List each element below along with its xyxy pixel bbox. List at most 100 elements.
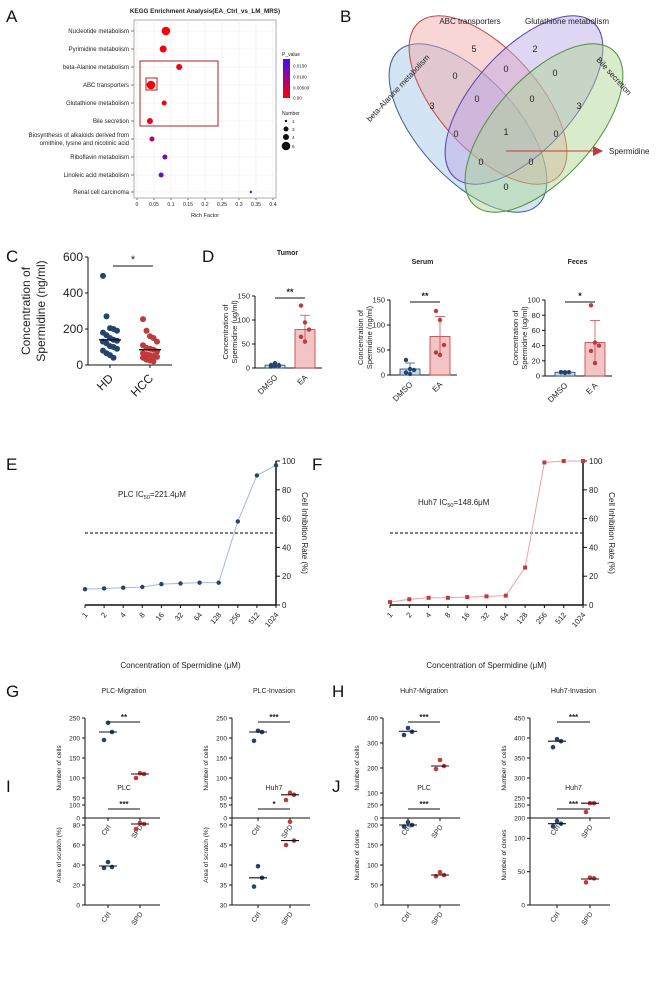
data-point bbox=[407, 371, 413, 377]
y-tick-label: 50 bbox=[73, 795, 81, 802]
y-tick-label: 100 bbox=[367, 790, 378, 797]
y-tick-label: 60 bbox=[532, 326, 540, 335]
y-tick-label: 200 bbox=[367, 822, 378, 829]
bubble-point bbox=[249, 190, 253, 194]
ic50-text: Huh7 IC bbox=[418, 498, 448, 507]
data-point bbox=[287, 819, 293, 825]
panel-label: D bbox=[202, 247, 214, 266]
data-point bbox=[554, 818, 560, 824]
data-point bbox=[254, 473, 260, 478]
ic50-text: PLC IC bbox=[118, 490, 144, 499]
data-point bbox=[121, 585, 126, 590]
y-tick-label: 50 bbox=[220, 822, 228, 829]
chart-title: KEGG Enrichment Analysis(EA_Ctrl_vs_LM_M… bbox=[130, 8, 280, 15]
x-tick-label: 2 bbox=[404, 611, 414, 620]
data-point bbox=[101, 737, 107, 743]
x-tick-label: SPD bbox=[431, 824, 445, 840]
y-tick-label: 40 bbox=[589, 543, 598, 552]
x-tick-label: 4 bbox=[118, 611, 128, 620]
y-tick-label: 200 bbox=[514, 815, 525, 822]
venn-count: 0 bbox=[452, 71, 457, 81]
bubble-point bbox=[176, 64, 183, 70]
y-tick-label: 200 bbox=[69, 735, 80, 742]
data-point bbox=[592, 360, 598, 366]
y-axis-label: Cell Inhibition Rate (%) bbox=[607, 492, 616, 574]
y-axis-label: Spermidine (ng/ml) bbox=[34, 260, 48, 361]
y-tick-label: 300 bbox=[514, 775, 525, 782]
y-tick-label: 100 bbox=[69, 802, 80, 809]
y-tick-label: 150 bbox=[514, 802, 525, 809]
data-point bbox=[465, 595, 470, 600]
data-point bbox=[588, 303, 594, 308]
y-tick-label: 400 bbox=[514, 735, 525, 742]
significance-label: *** bbox=[569, 800, 579, 809]
x-tick-label: 1 bbox=[80, 611, 90, 620]
y-tick-label: 100 bbox=[69, 775, 80, 782]
data-point bbox=[433, 308, 439, 314]
venn-count: 2 bbox=[532, 44, 537, 54]
data-point bbox=[114, 327, 120, 334]
x-tick-label: Ctrl bbox=[401, 911, 413, 924]
x-tick-label: 0.05 bbox=[149, 202, 159, 208]
y-tick-label: 50 bbox=[220, 795, 228, 802]
ic50-annotation: Huh7 IC50=148.6μM bbox=[418, 498, 490, 509]
y-tick-label: 30 bbox=[220, 902, 228, 909]
y-tick-label: 600 bbox=[63, 250, 83, 264]
data-point bbox=[561, 459, 566, 463]
y-tick-label: 200 bbox=[63, 322, 83, 336]
x-tick-label: DMSO bbox=[256, 373, 279, 396]
venn-set-3 bbox=[464, 43, 624, 213]
y-tick-label: 0 bbox=[374, 902, 378, 909]
data-point bbox=[433, 350, 439, 355]
x-tick-label: 4 bbox=[424, 611, 434, 620]
data-point bbox=[140, 584, 145, 590]
venn-count: 0 bbox=[529, 94, 534, 104]
y-tick-label: 300 bbox=[367, 740, 378, 747]
panel-label: C bbox=[6, 247, 18, 266]
y-tick-label: 20 bbox=[73, 882, 81, 889]
y-tick-label: 250 bbox=[514, 795, 525, 802]
data-point bbox=[272, 361, 278, 366]
data-point bbox=[591, 876, 597, 881]
bubble-point bbox=[146, 118, 153, 124]
x-tick-label: 8 bbox=[443, 611, 453, 620]
data-point bbox=[558, 370, 564, 375]
data-point bbox=[137, 770, 143, 776]
y-tick-label: 100 bbox=[372, 321, 385, 330]
data-point bbox=[503, 593, 508, 598]
legend-title: Number bbox=[282, 111, 300, 117]
size-legend-label: 4 bbox=[292, 135, 295, 140]
data-point bbox=[437, 317, 443, 323]
data-point bbox=[554, 736, 560, 742]
category-label: Nucleotide metabolism bbox=[68, 29, 129, 35]
legend-title: P_value bbox=[282, 52, 300, 58]
x-tick-label: 0.15 bbox=[183, 202, 193, 208]
size-legend-dot bbox=[283, 134, 289, 140]
data-point bbox=[82, 586, 88, 592]
y-axis-label: Number of clones bbox=[501, 829, 508, 881]
y-tick-label: 50 bbox=[371, 882, 379, 889]
y-axis-label: Area of scratch (%) bbox=[203, 827, 210, 883]
data-point bbox=[150, 358, 157, 365]
x-tick-label: SPD bbox=[281, 824, 295, 840]
x-tick-label: 0.3 bbox=[235, 202, 242, 208]
data-point bbox=[154, 338, 160, 345]
y-tick-label: 0 bbox=[381, 371, 385, 380]
y-tick-label: 150 bbox=[69, 755, 80, 762]
x-tick-label: Ctrl bbox=[251, 824, 263, 837]
y-tick-label: 250 bbox=[69, 715, 80, 722]
data-point bbox=[433, 766, 439, 772]
data-point bbox=[105, 859, 111, 865]
venn-set-1 bbox=[408, 15, 568, 185]
bubble-point bbox=[161, 26, 171, 36]
data-point bbox=[437, 869, 443, 875]
data-point bbox=[255, 863, 261, 869]
x-tick-label: Ctrl bbox=[101, 911, 113, 924]
panel-label: B bbox=[340, 7, 351, 26]
x-tick-label: SPD bbox=[131, 911, 145, 927]
data-point bbox=[405, 819, 411, 825]
data-point bbox=[405, 725, 411, 731]
data-point bbox=[388, 600, 392, 605]
data-point bbox=[550, 744, 556, 750]
